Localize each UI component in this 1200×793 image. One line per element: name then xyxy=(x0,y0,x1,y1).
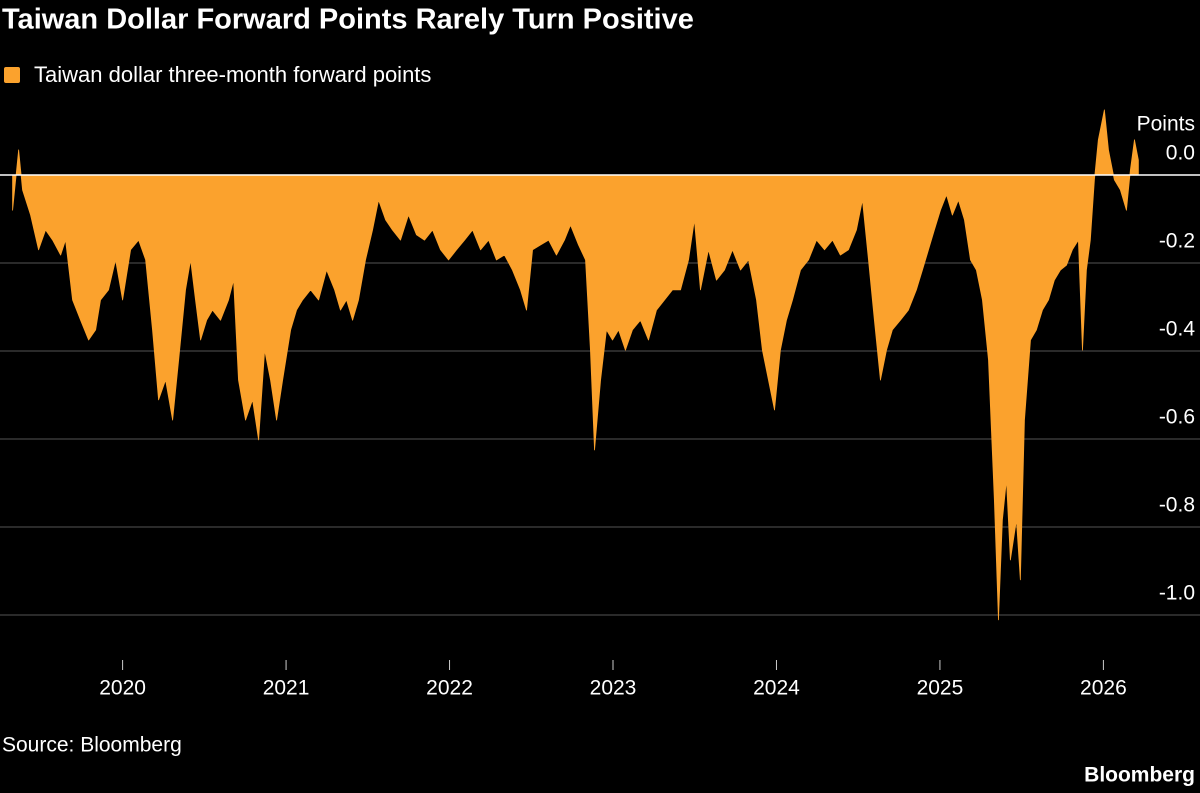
brand: Bloomberg xyxy=(1084,764,1195,787)
x-tick-label: 2022 xyxy=(426,677,473,700)
y-tick-label: -1.0 xyxy=(1159,582,1195,605)
x-tick-label: 2020 xyxy=(99,677,146,700)
x-tick-label: 2021 xyxy=(263,677,310,700)
x-tick-label: 2025 xyxy=(917,677,964,700)
y-tick-label: -0.8 xyxy=(1159,494,1195,517)
legend-label: Taiwan dollar three-month forward points xyxy=(34,62,431,87)
y-tick-label: -0.2 xyxy=(1159,230,1195,253)
y-tick-label: -0.6 xyxy=(1159,406,1195,429)
source: Source: Bloomberg xyxy=(2,734,182,757)
x-tick-label: 2026 xyxy=(1080,677,1127,700)
legend-swatch xyxy=(4,67,20,83)
y-tick-label: 0.0 xyxy=(1166,142,1195,165)
x-tick-label: 2024 xyxy=(753,677,800,700)
y-axis-label: Points xyxy=(1137,113,1195,136)
x-tick-label: 2023 xyxy=(590,677,637,700)
y-tick-label: -0.4 xyxy=(1159,318,1196,341)
area xyxy=(12,109,1139,621)
chart-title: Taiwan Dollar Forward Points Rarely Turn… xyxy=(2,4,694,36)
